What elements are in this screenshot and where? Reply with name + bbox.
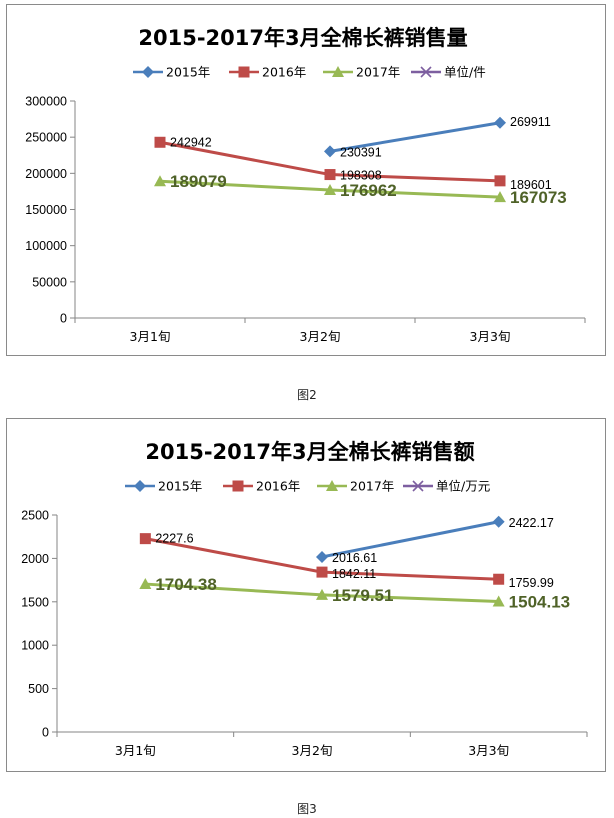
sales-volume-chart: 2015-2017年3月全棉长裤销售量 2015年 2016年 2017年 单位/件 0 5… <box>6 4 606 356</box>
data-point-2016年 <box>493 573 505 585</box>
sales-volume-chart-svg: 2015-2017年3月全棉长裤销售量 2015年 2016年 2017年 单位/件 0 5… <box>25 26 586 344</box>
data-point-2016年 <box>316 566 328 578</box>
data-label-2017年: 1579.51 <box>332 586 393 605</box>
y-tick-label: 150000 <box>25 203 67 217</box>
data-label-2017年: 189079 <box>170 172 227 191</box>
y-tick-label: 100000 <box>25 239 67 253</box>
legend-label: 2017年 <box>356 65 400 80</box>
data-point-2015年 <box>492 515 505 528</box>
legend-item: 单位/件 <box>411 65 486 80</box>
legend-label: 2016年 <box>262 65 306 80</box>
data-point-2015年 <box>316 550 328 563</box>
legend-marker <box>332 66 344 77</box>
series-line-2015年 <box>329 121 501 153</box>
legend-item: 2016年 <box>229 65 306 80</box>
legend-marker <box>232 480 244 492</box>
data-label-2015年: 230391 <box>340 145 382 159</box>
legend: 2015年 2016年 2017年 单位/万元 <box>125 479 490 494</box>
figure-caption-2: 图2 <box>297 388 317 402</box>
data-label-2017年: 176962 <box>340 181 397 200</box>
data-label-2016年: 242942 <box>170 135 212 149</box>
y-tick-label: 0 <box>42 726 49 740</box>
data-point-2016年 <box>324 169 336 181</box>
data-point-2016年 <box>494 175 506 187</box>
data-label-2015年: 269911 <box>510 115 551 129</box>
sales-amount-chart: 2015-2017年3月全棉长裤销售额 2015年 2016年 2017年 单位/万元 0… <box>6 418 606 772</box>
y-tick-label: 250000 <box>25 131 67 145</box>
y-tick-label: 1500 <box>21 595 49 609</box>
legend-marker <box>326 480 338 491</box>
legend-label: 2017年 <box>350 479 394 494</box>
legend-label: 单位/件 <box>444 65 486 80</box>
legend-marker <box>134 480 146 492</box>
data-point-2017年 <box>316 588 328 600</box>
data-label-2016年: 189601 <box>510 178 552 192</box>
data-point-2017年 <box>139 578 152 590</box>
legend-label: 单位/万元 <box>436 479 490 494</box>
legend-item: 2017年 <box>317 479 394 494</box>
chart-title: 2015-2017年3月全棉长裤销售量 <box>138 26 467 50</box>
data-point-2017年 <box>324 183 336 195</box>
data-point-2017年 <box>154 175 166 187</box>
figure-caption-3: 图3 <box>297 802 317 816</box>
legend-item: 2016年 <box>223 479 300 494</box>
legend-item: 2015年 <box>125 479 202 494</box>
y-tick-label: 300000 <box>25 95 67 109</box>
data-label-2017年: 1704.38 <box>155 575 216 594</box>
legend-label: 2015年 <box>166 65 210 80</box>
x-tick-label: 3月1旬 <box>130 329 171 344</box>
data-point-2016年 <box>139 533 151 545</box>
y-tick-label: 0 <box>60 312 67 326</box>
data-label-2017年: 1504.13 <box>509 592 570 611</box>
data-point-2015年 <box>494 116 506 129</box>
series-line-2015年 <box>321 520 499 559</box>
legend-marker <box>412 480 424 492</box>
data-point-2017年 <box>492 595 505 607</box>
legend-label: 2015年 <box>158 479 202 494</box>
legend-marker <box>142 66 154 78</box>
data-point-2015年 <box>324 145 336 158</box>
legend-marker <box>420 66 432 78</box>
chart-title: 2015-2017年3月全棉长裤销售额 <box>145 440 474 464</box>
legend-item: 单位/万元 <box>403 479 490 494</box>
y-tick-label: 50000 <box>32 275 67 289</box>
legend-label: 2016年 <box>256 479 300 494</box>
legend-marker <box>238 66 250 78</box>
x-tick-label: 3月2旬 <box>292 743 333 758</box>
legend-item: 2017年 <box>323 65 400 80</box>
legend-item: 2015年 <box>133 65 210 80</box>
data-point-2016年 <box>154 136 166 148</box>
data-label-2017年: 167073 <box>510 188 567 207</box>
y-tick-label: 1000 <box>21 639 49 653</box>
y-tick-label: 2500 <box>21 509 49 523</box>
x-tick-label: 3月2旬 <box>300 329 341 344</box>
x-tick-label: 3月3旬 <box>468 743 509 758</box>
data-label-2015年: 2422.17 <box>509 516 554 530</box>
data-label-2016年: 198308 <box>340 169 382 183</box>
sales-amount-chart-svg: 2015-2017年3月全棉长裤销售额 2015年 2016年 2017年 单位/万元 0… <box>21 440 588 758</box>
y-tick-label: 200000 <box>25 167 67 181</box>
data-label-2015年: 2016.61 <box>332 551 377 565</box>
legend: 2015年 2016年 2017年 单位/件 <box>133 65 486 80</box>
data-label-2016年: 1759.99 <box>509 576 554 590</box>
data-label-2016年: 2227.6 <box>155 532 193 546</box>
x-tick-label: 3月3旬 <box>470 329 511 344</box>
data-label-2016年: 1842.11 <box>332 567 376 581</box>
y-tick-label: 2000 <box>21 552 49 566</box>
x-tick-label: 3月1旬 <box>115 743 156 758</box>
y-tick-label: 500 <box>28 682 49 696</box>
data-point-2017年 <box>494 191 506 203</box>
